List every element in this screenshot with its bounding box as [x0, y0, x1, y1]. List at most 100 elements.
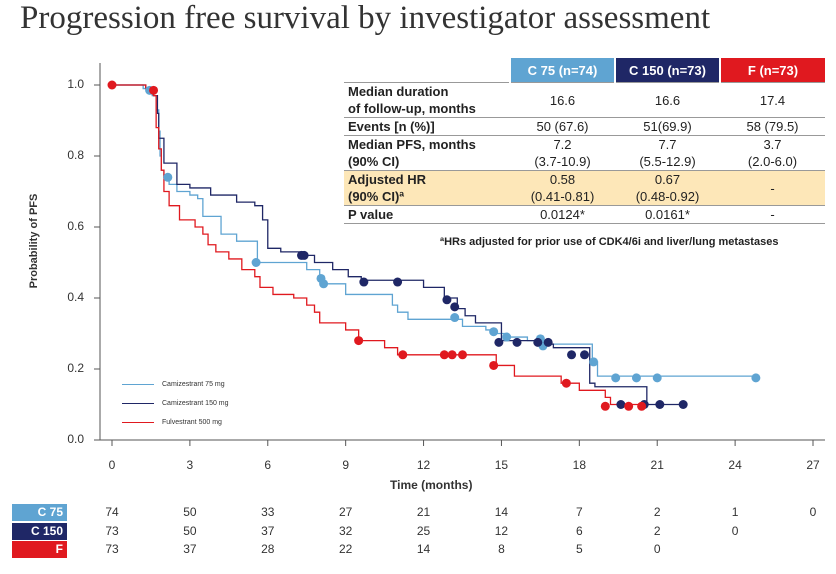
censor-mark-series-2 — [637, 401, 647, 411]
legend-label: Fulvestrant 500 mg — [162, 418, 222, 426]
risk-count: 1 — [731, 505, 739, 519]
risk-count: 14 — [494, 505, 509, 519]
x-tick-label: 15 — [494, 458, 509, 472]
censor-mark-series-0 — [502, 332, 512, 342]
table-cell: 58 (79.5) — [720, 117, 825, 136]
censor-mark-series-1 — [533, 337, 543, 347]
table-cell: 50 (67.6) — [510, 117, 615, 136]
y-tick-label: 1.0 — [67, 77, 84, 91]
y-tick-label: 0.8 — [67, 148, 84, 162]
risk-count: 14 — [416, 542, 431, 556]
risk-count: 21 — [416, 505, 431, 519]
table-row: P value 0.0124* 0.0161* - — [344, 205, 825, 224]
censor-mark-series-1 — [393, 277, 403, 287]
table-footnote: ªHRs adjusted for prior use of CDK4/6i a… — [440, 236, 779, 248]
censor-mark-series-2 — [398, 350, 408, 360]
legend-label: Camizestrant 75 mg — [162, 380, 225, 388]
table-column-header: C 75 (n=74) — [509, 58, 615, 83]
censor-mark-series-2 — [149, 85, 159, 95]
censor-mark-series-0 — [611, 373, 621, 383]
table-corner — [344, 58, 510, 83]
chart-legend: Camizestrant 75 mg Camizestrant 150 mg Ful… — [114, 376, 256, 428]
y-tick-label: 0.0 — [67, 432, 84, 446]
risk-count: 28 — [261, 542, 275, 556]
risk-count: 37 — [261, 523, 275, 538]
risk-count: 5 — [575, 542, 583, 556]
legend-item: Fulvestrant 500 mg — [122, 416, 222, 428]
censor-mark-series-1 — [655, 400, 665, 409]
x-tick-label: 27 — [806, 458, 820, 472]
risk-count: 12 — [494, 523, 509, 538]
censor-mark-series-1 — [494, 337, 504, 347]
x-tick-label: 21 — [650, 458, 664, 472]
legend-item: Camizestrant 75 mg — [122, 378, 225, 390]
risk-row-label: C 150 — [12, 522, 67, 540]
table-cell: 0.67 (0.48-0.92) — [615, 170, 720, 206]
censor-mark-series-2 — [458, 350, 467, 360]
risk-count: 6 — [575, 523, 583, 538]
table-row: Adjusted HR (90% CI)ª 0.58 (0.41-0.81) 0.67(… — [344, 170, 825, 206]
censor-mark-series-1 — [616, 400, 626, 409]
risk-count: 0 — [731, 523, 739, 538]
y-tick-label: 0.4 — [67, 290, 84, 304]
table-cell: 3.7 (2.0-6.0) — [720, 135, 825, 171]
table-cell: - — [720, 205, 825, 224]
x-tick-label: 0 — [108, 458, 116, 472]
censor-mark-series-2 — [447, 350, 457, 360]
risk-count: 33 — [261, 505, 275, 519]
table-row-label: P value — [344, 205, 510, 224]
censor-mark-series-0 — [489, 327, 499, 337]
censor-mark-series-0 — [319, 279, 329, 289]
censor-mark-series-0 — [251, 258, 261, 267]
table-cell: 0.58 (0.41-0.81) — [510, 170, 615, 206]
table-column-header: F (n=73) — [719, 58, 825, 83]
table-row: Median PFS, months (90% CI) 7.2 (3.7-10.9) 7… — [344, 135, 825, 171]
efficacy-table: C 75 (n=74) C 150 (n=73) F (n=73) Median du… — [344, 58, 825, 224]
risk-count: 37 — [183, 542, 197, 556]
x-tick-label: 3 — [186, 458, 194, 472]
table-row: Events [n (%)] 50 (67.6) 51(69.9) 58 (79.5) — [344, 117, 825, 136]
risk-count: 2 — [653, 523, 661, 538]
table-cell: 17.4 — [720, 82, 825, 118]
y-axis-label: Probability of PFS — [28, 193, 40, 289]
table-row-label: Median duration of follow-up, months — [344, 82, 510, 118]
censor-mark-series-0 — [589, 357, 599, 367]
censor-mark-series-1 — [567, 350, 577, 360]
risk-count: 7 — [575, 505, 583, 519]
table-row-label: Events [n (%)] — [344, 117, 510, 136]
censor-mark-series-1 — [543, 337, 553, 347]
censor-mark-series-1 — [299, 250, 309, 260]
x-tick-label: 9 — [342, 458, 349, 472]
legend-label: Camizestrant 150 mg — [162, 399, 229, 407]
table-row-label: Adjusted HR (90% CI)ª — [344, 170, 510, 206]
table-cell: 0.0124* — [510, 205, 615, 224]
table-row-label: Median PFS, months (90% CI) — [344, 135, 510, 171]
risk-count: 25 — [416, 523, 431, 538]
risk-count: 50 — [183, 523, 197, 538]
table-cell: 51(69.9) — [615, 117, 720, 136]
table-cell: 7.2 (3.7-10.9) — [510, 135, 615, 171]
risk-count: 27 — [338, 505, 353, 519]
page-title: Progression free survival by investigato… — [20, 0, 711, 36]
risk-row-label: C 75 — [12, 504, 67, 521]
table-cell: 7.7 (5.5-12.9) — [615, 135, 720, 171]
x-tick-label: 24 — [728, 458, 742, 472]
risk-count: 0 — [653, 542, 661, 556]
censor-mark-series-1 — [678, 400, 688, 409]
table-column-header: C 150 (n=73) — [614, 58, 720, 83]
x-tick-label: 6 — [264, 458, 272, 472]
censor-mark-series-1 — [512, 337, 522, 347]
censor-mark-series-1 — [442, 295, 452, 305]
x-axis-label: Time (months) — [390, 478, 473, 492]
risk-count: 0 — [809, 505, 817, 519]
risk-count: 73 — [105, 523, 119, 538]
censor-mark-series-0 — [163, 172, 173, 182]
table-cell: 0.0161* — [615, 205, 720, 224]
censor-mark-series-2 — [624, 401, 634, 411]
y-tick-label: 0.2 — [67, 361, 84, 375]
table-cell: 16.6 — [615, 82, 720, 118]
risk-count: 50 — [183, 505, 197, 519]
censor-mark-series-0 — [631, 373, 641, 383]
legend-item: Camizestrant 150 mg — [122, 397, 229, 409]
censor-mark-series-1 — [450, 302, 460, 312]
